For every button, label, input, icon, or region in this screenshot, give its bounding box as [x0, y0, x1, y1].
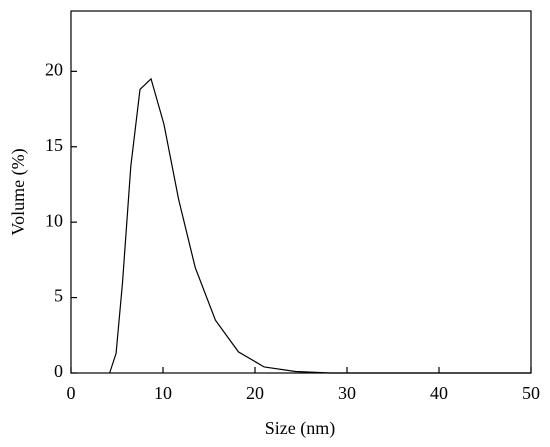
y-axis-label: Volume (%): [8, 148, 29, 235]
plot-frame: [70, 10, 532, 374]
y-tick-label: 10: [45, 210, 63, 230]
x-tick-label: 20: [246, 383, 264, 403]
x-tick-label: 40: [430, 383, 448, 403]
y-tick-label: 5: [54, 286, 63, 306]
x-tick-label: 10: [154, 383, 172, 403]
x-axis-label: Size (nm): [265, 418, 335, 439]
y-tick-label: 15: [45, 135, 63, 155]
x-tick-label: 50: [522, 383, 540, 403]
x-tick-label: 0: [67, 383, 76, 403]
data-line: [109, 77, 531, 374]
x-tick-label: 30: [338, 383, 356, 403]
y-tick-label: 20: [45, 59, 63, 79]
y-tick-label: 0: [54, 361, 63, 381]
